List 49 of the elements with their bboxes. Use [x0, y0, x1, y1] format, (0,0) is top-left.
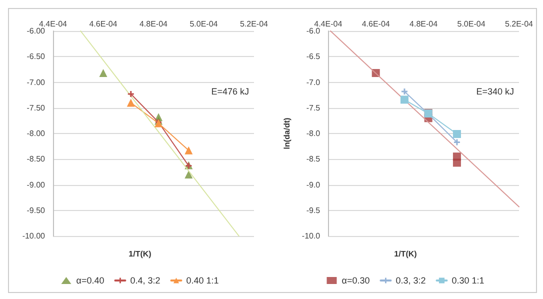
y-tick-label: -7.00	[26, 78, 46, 87]
y-tick-label: -7.5	[306, 103, 321, 112]
y-tick-label: -10.00	[22, 232, 46, 240]
y-tick-label: -9.00	[26, 180, 46, 190]
x-tick-label: 5.0E-04	[457, 20, 486, 28]
x-tick-label: 4.6E-04	[89, 20, 118, 28]
point	[452, 158, 461, 167]
legend-label: α=0.30	[342, 276, 370, 286]
y-tick-label: -8.50	[26, 154, 46, 164]
y-tick-label: -9.5	[306, 206, 321, 215]
x-tick-label: 5.0E-04	[190, 20, 218, 28]
point	[184, 146, 193, 154]
x-tick-label: 4.6E-04	[362, 20, 390, 28]
point	[452, 130, 461, 138]
y-tick-label: -8.00	[26, 129, 46, 138]
legend-label: 0.30 1:1	[452, 276, 484, 286]
point	[184, 170, 193, 178]
annotation: E=340 kJ	[476, 86, 514, 96]
y-tick-label: -7.50	[26, 103, 46, 112]
x-axis-title: 1/T(K)	[128, 250, 152, 258]
x-tick-label: 4.4E-04	[38, 20, 68, 28]
legend-label: 0.40 1:1	[186, 276, 219, 286]
y-tick-label: -10.0	[302, 232, 321, 240]
point	[128, 91, 134, 98]
legend-label: 0.3, 3:2	[396, 276, 426, 286]
point	[454, 139, 460, 146]
y-tick-label: -9.0	[306, 180, 321, 190]
y-tick-label: -6.5	[306, 52, 321, 62]
y-tick-label: -8.0	[306, 129, 321, 138]
y-tick-label: -9.50	[26, 206, 46, 215]
x-tick-label: 5.2E-04	[504, 20, 534, 28]
x-tick-label: 4.8E-04	[139, 20, 168, 28]
legend-label: 0.4, 3:2	[130, 276, 160, 286]
annotation: E=476 kJ	[211, 86, 250, 96]
x-tick-label: 4.4E-04	[314, 20, 343, 28]
x-tick-label: 5.2E-04	[240, 20, 269, 28]
y-tick-label: -6.50	[26, 52, 46, 62]
point	[401, 88, 408, 94]
y-axis-title: ln(da/dt)	[282, 117, 292, 150]
x-tick-label: 4.8E-04	[410, 20, 438, 28]
y-tick-label: -6.0	[306, 26, 321, 36]
y-tick-label: -6.00	[26, 26, 46, 36]
legend-label: α=0.40	[76, 276, 104, 286]
y-tick-label: -8.5	[306, 154, 321, 164]
point	[400, 96, 408, 104]
point	[99, 69, 108, 78]
x-axis-title: 1/T(K)	[394, 250, 418, 258]
y-tick-label: -7.0	[306, 78, 321, 87]
point	[126, 98, 135, 107]
